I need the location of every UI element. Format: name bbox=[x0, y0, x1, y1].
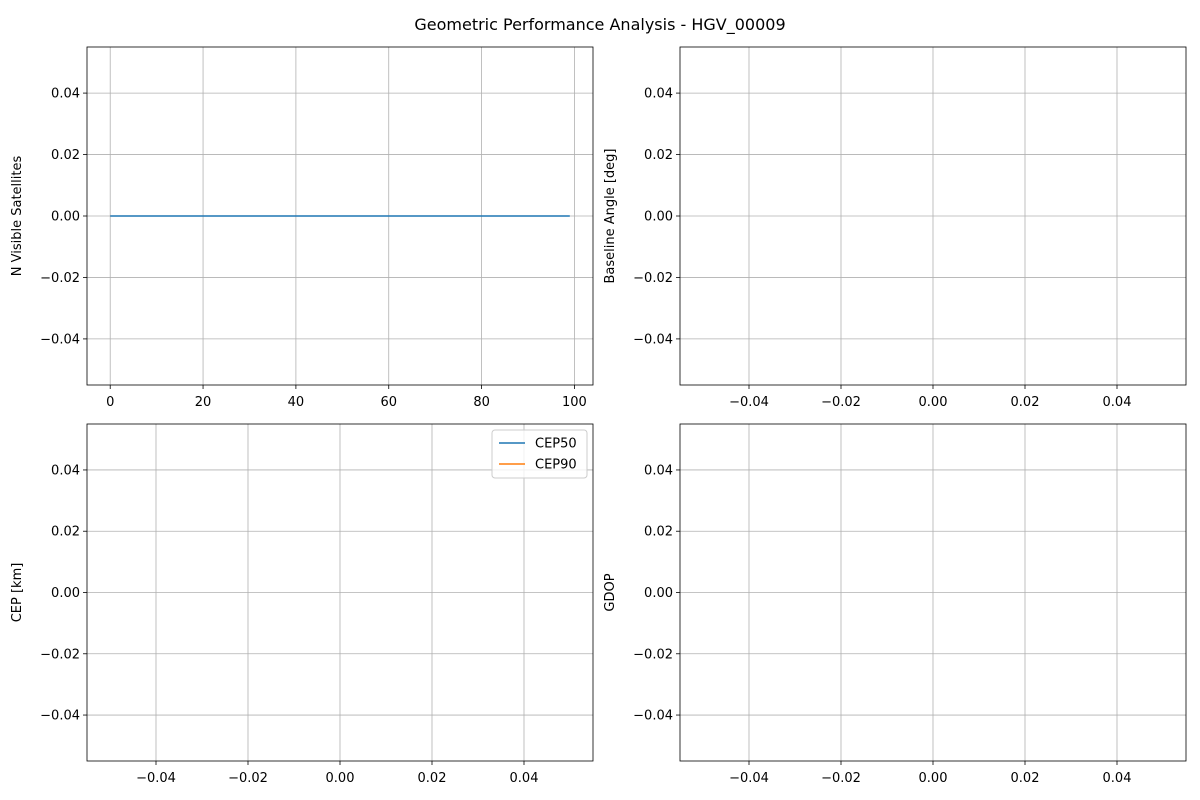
x-tick-label: −0.04 bbox=[136, 771, 176, 786]
x-tick-label: 100 bbox=[562, 395, 587, 410]
y-tick-label: 0.02 bbox=[51, 148, 80, 163]
y-tick-label: −0.04 bbox=[40, 709, 80, 724]
y-tick-label: −0.02 bbox=[40, 271, 80, 286]
y-tick-label: −0.04 bbox=[40, 332, 80, 347]
y-tick-label: 0.04 bbox=[51, 87, 80, 102]
x-tick-label: 0.00 bbox=[919, 395, 948, 410]
plot-cep: −0.04 −0.02 0.00 0.02 0.04 −0.04 −0.02 0.00 0.02… bbox=[10, 423, 594, 786]
y-axis-label: Baseline Angle [deg] bbox=[603, 148, 618, 283]
y-tick-label: −0.04 bbox=[633, 709, 673, 724]
y-axis-label: GDOP bbox=[603, 573, 618, 611]
x-tick-label: 0.02 bbox=[1011, 395, 1040, 410]
y-tick-label: 0.02 bbox=[51, 525, 80, 540]
x-tick-label: 0.02 bbox=[418, 771, 447, 786]
y-tick-label: 0.04 bbox=[51, 463, 80, 478]
x-tick-label: 0.00 bbox=[919, 771, 948, 786]
x-tick-label: 0 bbox=[106, 395, 114, 410]
y-tick-label: 0.04 bbox=[644, 87, 673, 102]
x-tick-label: −0.02 bbox=[821, 771, 861, 786]
x-tick-label: 0.04 bbox=[1103, 395, 1132, 410]
plot-satellites: 0 20 40 60 80 100 −0.04 −0.02 0.00 0.02 0.04 N Visi… bbox=[10, 46, 594, 410]
y-tick-label: 0.00 bbox=[644, 586, 673, 601]
y-tick-label: 0.02 bbox=[644, 525, 673, 540]
plot-gdop: −0.04 −0.02 0.00 0.02 0.04 −0.04 −0.02 0.00 0.02… bbox=[603, 423, 1187, 786]
y-axis-label: CEP [km] bbox=[10, 563, 25, 623]
y-tick-label: 0.00 bbox=[51, 210, 80, 225]
y-tick-label: 0.00 bbox=[644, 210, 673, 225]
x-tick-label: −0.04 bbox=[729, 395, 769, 410]
figure-title: Geometric Performance Analysis - HGV_000… bbox=[414, 15, 785, 35]
y-tick-label: 0.02 bbox=[644, 148, 673, 163]
y-tick-label: −0.02 bbox=[633, 647, 673, 662]
x-tick-label: 20 bbox=[195, 395, 212, 410]
y-axis-label: N Visible Satellites bbox=[10, 156, 25, 277]
y-tick-label: 0.04 bbox=[644, 463, 673, 478]
legend-box bbox=[491, 429, 588, 479]
legend-label-cep90: CEP90 bbox=[535, 458, 577, 473]
x-tick-label: 0.04 bbox=[1103, 771, 1132, 786]
x-tick-label: 0.00 bbox=[326, 771, 355, 786]
y-tick-label: −0.02 bbox=[633, 271, 673, 286]
x-tick-label: −0.04 bbox=[729, 771, 769, 786]
y-tick-label: −0.02 bbox=[40, 647, 80, 662]
x-tick-label: −0.02 bbox=[821, 395, 861, 410]
x-tick-label: 60 bbox=[380, 395, 397, 410]
x-tick-label: 40 bbox=[288, 395, 305, 410]
legend-label-cep50: CEP50 bbox=[535, 437, 577, 452]
y-tick-label: 0.00 bbox=[51, 586, 80, 601]
x-tick-label: 0.04 bbox=[510, 771, 539, 786]
x-tick-label: 80 bbox=[473, 395, 490, 410]
legend: CEP50 CEP90 bbox=[491, 429, 588, 479]
plot-baseline: −0.04 −0.02 0.00 0.02 0.04 −0.04 −0.02 0.00 0.02… bbox=[603, 46, 1187, 410]
x-tick-label: 0.02 bbox=[1011, 771, 1040, 786]
y-tick-label: −0.04 bbox=[633, 332, 673, 347]
x-tick-label: −0.02 bbox=[228, 771, 268, 786]
